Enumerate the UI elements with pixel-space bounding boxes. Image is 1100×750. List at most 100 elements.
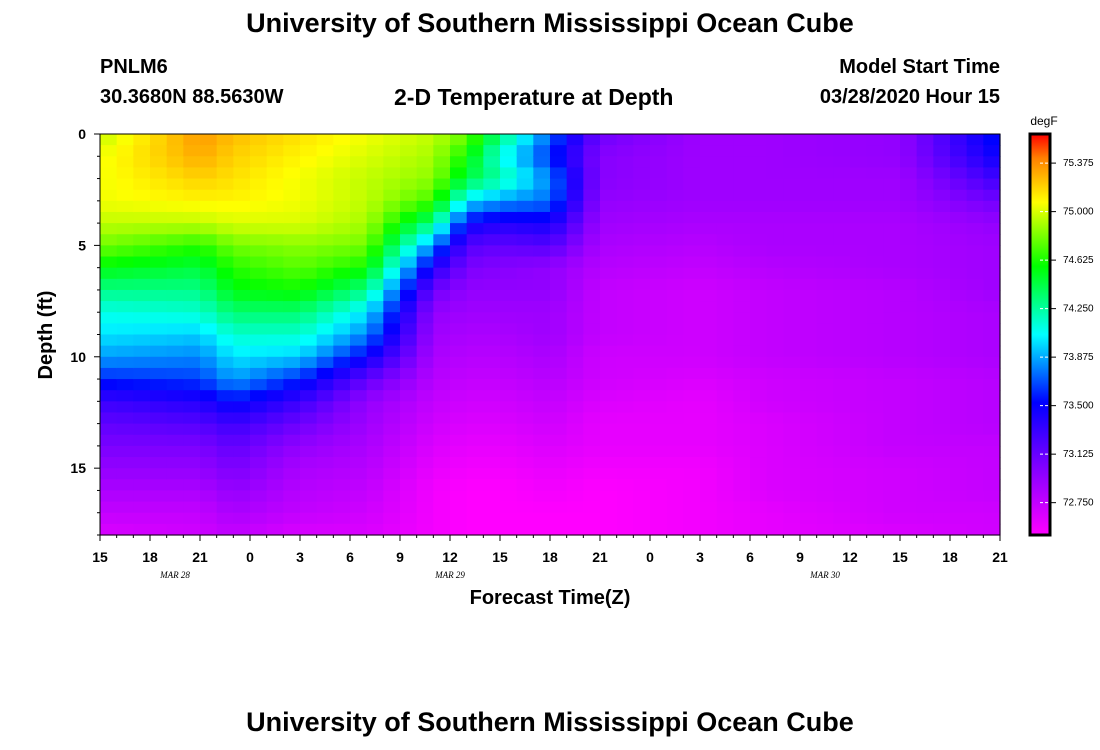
heatmap-cell bbox=[716, 312, 734, 324]
heatmap-cell bbox=[283, 323, 301, 336]
heatmap-cell bbox=[150, 479, 168, 492]
heatmap-cell bbox=[700, 289, 718, 302]
heatmap-cell bbox=[400, 367, 418, 380]
heatmap-cell bbox=[366, 256, 384, 269]
heatmap-cell bbox=[616, 401, 634, 414]
heatmap-cell bbox=[966, 367, 984, 380]
heatmap-cell bbox=[466, 156, 484, 169]
heatmap-cell bbox=[716, 345, 734, 358]
heatmap-cell bbox=[850, 189, 868, 202]
heatmap-cell bbox=[333, 367, 351, 380]
heatmap-cell bbox=[366, 145, 384, 157]
heatmap-cell bbox=[316, 211, 334, 224]
heatmap-cell bbox=[900, 468, 918, 480]
heatmap-cell bbox=[683, 490, 701, 503]
heatmap-cell bbox=[833, 501, 851, 514]
heatmap-cell bbox=[983, 345, 1001, 358]
heatmap-cell bbox=[133, 423, 151, 436]
heatmap-cell bbox=[516, 367, 534, 380]
heatmap-cell bbox=[816, 323, 834, 336]
heatmap-cell bbox=[183, 200, 201, 213]
x-tick-label: 12 bbox=[442, 549, 458, 565]
heatmap-cell bbox=[216, 523, 234, 536]
heatmap-cell bbox=[300, 523, 318, 536]
heatmap-cell bbox=[366, 312, 384, 324]
heatmap-cell bbox=[800, 401, 818, 414]
heatmap-cell bbox=[166, 312, 184, 324]
heatmap-cell bbox=[966, 501, 984, 514]
heatmap-cell bbox=[300, 156, 318, 169]
heatmap-cell bbox=[100, 278, 118, 291]
heatmap-cell bbox=[450, 457, 468, 469]
heatmap-cell bbox=[483, 278, 501, 291]
heatmap-cell bbox=[150, 523, 168, 536]
heatmap-cell bbox=[383, 390, 401, 402]
heatmap-cell bbox=[416, 390, 434, 402]
heatmap-cell bbox=[950, 356, 968, 369]
heatmap-cell bbox=[483, 512, 501, 525]
heatmap-cell bbox=[450, 479, 468, 492]
heatmap-cell bbox=[100, 234, 118, 246]
heatmap-cell bbox=[800, 278, 818, 291]
heatmap-cell bbox=[483, 345, 501, 358]
heatmap-cell bbox=[633, 278, 651, 291]
heatmap-cell bbox=[933, 390, 951, 402]
heatmap-cell bbox=[466, 501, 484, 514]
heatmap-cell bbox=[933, 523, 951, 536]
heatmap-cell bbox=[916, 234, 934, 246]
heatmap-cell bbox=[533, 156, 551, 169]
heatmap-cell bbox=[483, 356, 501, 369]
heatmap-cell bbox=[116, 445, 134, 458]
heatmap-cell bbox=[966, 189, 984, 202]
heatmap-cell bbox=[633, 323, 651, 336]
heatmap-cell bbox=[383, 356, 401, 369]
heatmap-cell bbox=[100, 223, 118, 235]
heatmap-cell bbox=[533, 367, 551, 380]
heatmap-cell bbox=[600, 379, 618, 391]
heatmap-cell bbox=[116, 267, 134, 280]
heatmap-cell bbox=[850, 523, 868, 536]
x-tick-label: 0 bbox=[646, 549, 654, 565]
heatmap-cell bbox=[750, 512, 768, 525]
heatmap-cell bbox=[683, 234, 701, 246]
heatmap-cell bbox=[150, 145, 168, 157]
heatmap-cell bbox=[483, 223, 501, 235]
heatmap-cell bbox=[266, 412, 284, 425]
heatmap-cell bbox=[250, 479, 268, 492]
heatmap-cell bbox=[816, 189, 834, 202]
heatmap-cell bbox=[216, 490, 234, 503]
heatmap-cell bbox=[816, 523, 834, 536]
heatmap-cell bbox=[516, 356, 534, 369]
heatmap-cell bbox=[350, 390, 368, 402]
heatmap-cell bbox=[216, 457, 234, 469]
heatmap-cell bbox=[916, 245, 934, 258]
heatmap-cell bbox=[583, 434, 601, 447]
heatmap-cell bbox=[600, 445, 618, 458]
heatmap-cell bbox=[533, 245, 551, 258]
heatmap-cell bbox=[333, 200, 351, 213]
heatmap-cell bbox=[500, 512, 518, 525]
heatmap-cell bbox=[883, 178, 901, 191]
heatmap-cell bbox=[916, 134, 934, 146]
heatmap-cell bbox=[600, 401, 618, 414]
heatmap-cell bbox=[933, 356, 951, 369]
heatmap-cell bbox=[583, 401, 601, 414]
heatmap-cell bbox=[883, 167, 901, 180]
heatmap-cell bbox=[633, 423, 651, 436]
heatmap-cell bbox=[733, 345, 751, 358]
heatmap-cell bbox=[850, 390, 868, 402]
heatmap-cell bbox=[266, 512, 284, 525]
heatmap-cell bbox=[450, 312, 468, 324]
heatmap-cell bbox=[683, 345, 701, 358]
heatmap-cell bbox=[133, 512, 151, 525]
heatmap-cell bbox=[366, 245, 384, 258]
heatmap-cell bbox=[633, 289, 651, 302]
heatmap-cell bbox=[766, 178, 784, 191]
heatmap-cell bbox=[300, 134, 318, 146]
heatmap-cell bbox=[750, 234, 768, 246]
heatmap-cell bbox=[200, 323, 218, 336]
heatmap-cell bbox=[633, 501, 651, 514]
station-id: PNLM6 bbox=[100, 56, 168, 78]
heatmap-cell bbox=[350, 401, 368, 414]
heatmap-cell bbox=[250, 156, 268, 169]
